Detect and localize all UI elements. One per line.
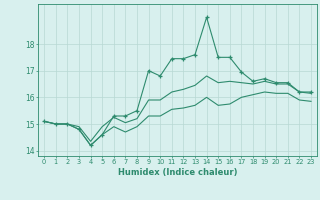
X-axis label: Humidex (Indice chaleur): Humidex (Indice chaleur) (118, 168, 237, 177)
